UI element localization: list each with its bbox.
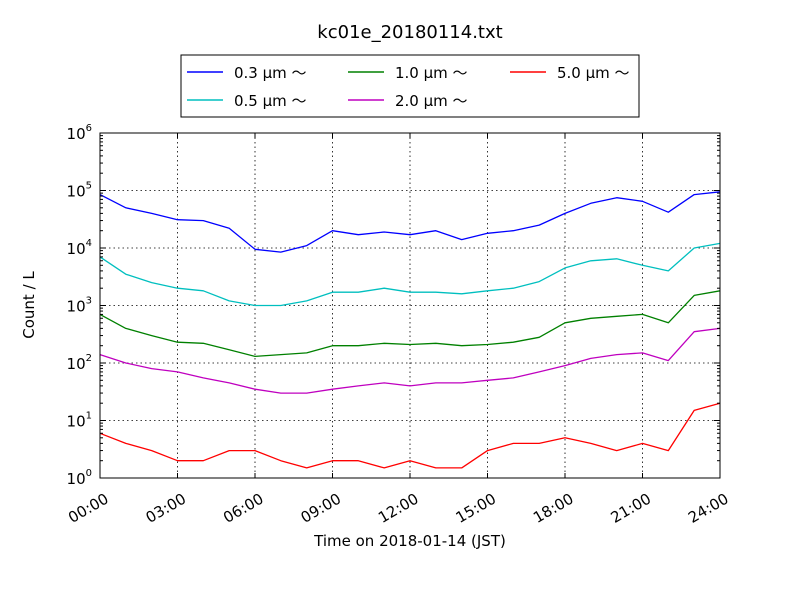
- y-axis-label: Count / L: [20, 271, 38, 339]
- x-axis-label: Time on 2018-01-14 (JST): [313, 532, 506, 550]
- legend-label-1: 0.5 μm ～: [234, 92, 307, 110]
- series-line-3: [99, 327, 721, 394]
- y-tick-exponent: 1: [86, 411, 92, 422]
- y-tick-label: 105: [67, 181, 92, 201]
- y-tick-exponent: 3: [86, 296, 92, 307]
- y-tick-base: 10: [67, 355, 86, 373]
- y-tick-base: 10: [67, 125, 86, 143]
- legend-label-3: 2.0 μm ～: [395, 92, 468, 110]
- y-tick-base: 10: [67, 413, 86, 431]
- series-line-1: [99, 242, 721, 307]
- y-tick-label: 104: [67, 238, 92, 258]
- y-tick-exponent: 0: [86, 468, 92, 479]
- y-tick-base: 10: [67, 298, 86, 316]
- y-tick-label: 101: [67, 411, 92, 431]
- y-tick-label: 102: [67, 353, 92, 373]
- series-line-2: [99, 290, 721, 358]
- series-line-0: [99, 191, 721, 253]
- legend-label-4: 5.0 μm ～: [557, 64, 630, 82]
- legend-label-0: 0.3 μm ～: [234, 64, 307, 82]
- y-tick-label: 106: [67, 123, 92, 143]
- y-tick-base: 10: [67, 183, 86, 201]
- y-tick-base: 10: [67, 240, 86, 258]
- y-tick-exponent: 6: [86, 123, 92, 134]
- y-tick-exponent: 5: [86, 181, 92, 192]
- y-tick-label: 100: [67, 468, 92, 488]
- y-tick-exponent: 4: [86, 238, 92, 249]
- series-lines: [99, 191, 721, 469]
- legend: 0.3 μm ～ 0.5 μm ～ 1.0 μm ～ 2.0 μm ～ 5.0 μm ～: [180, 54, 640, 118]
- y-tick-exponent: 2: [86, 353, 92, 364]
- chart-title: kc01e_20180114.txt: [317, 22, 502, 43]
- legend-box: [180, 54, 640, 118]
- y-tick-label: 103: [67, 296, 92, 316]
- legend-label-2: 1.0 μm ～: [395, 64, 468, 82]
- y-tick-base: 10: [67, 470, 86, 488]
